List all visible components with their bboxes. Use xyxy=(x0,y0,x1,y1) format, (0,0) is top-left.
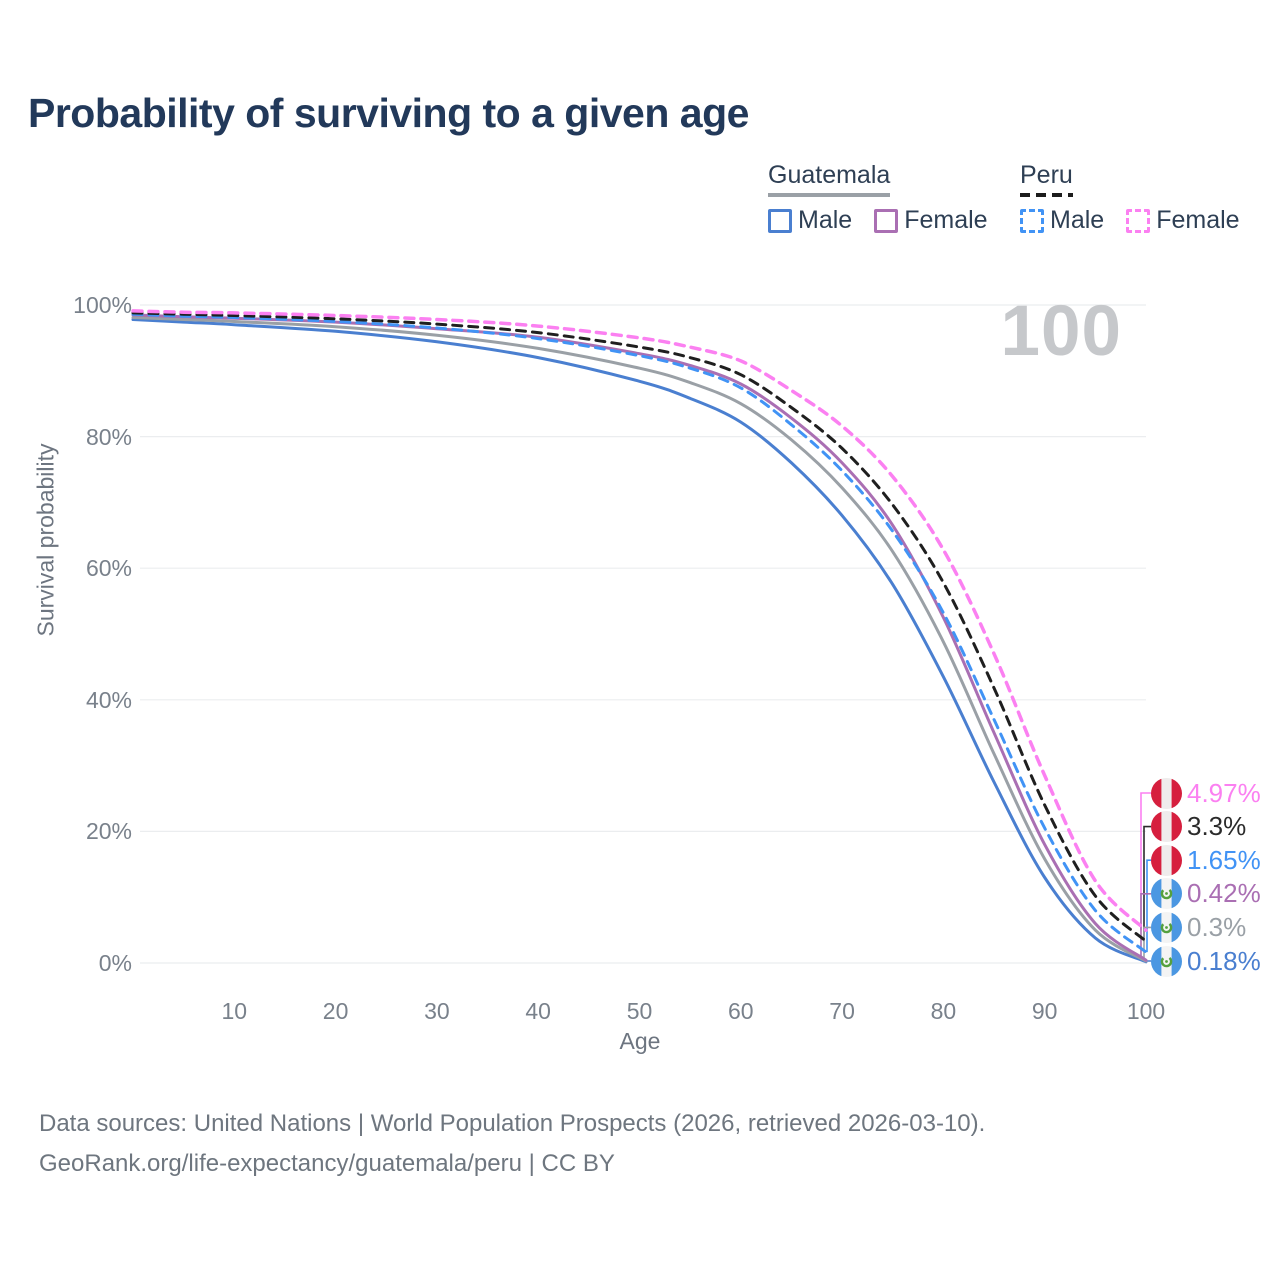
end-label-value: 0.18% xyxy=(1187,945,1261,976)
legend-group-guatemala: Guatemala Male Female xyxy=(768,161,988,235)
curve-peru-all[interactable] xyxy=(131,311,1148,943)
legend-item-label: Female xyxy=(904,206,988,234)
x-tick-label: 100 xyxy=(1126,998,1166,1024)
page-title: Probability of surviving to a given age xyxy=(28,90,749,136)
legend-item-peru-male[interactable]: Male xyxy=(1020,206,1104,235)
leader-line xyxy=(1140,792,1151,931)
age-counter: 100 xyxy=(1000,292,1122,371)
guatemala-flag-icon xyxy=(1151,878,1182,910)
guatemala-male-swatch-icon xyxy=(768,208,792,233)
curve-peru-male[interactable] xyxy=(131,312,1148,954)
legend-country-peru-label: Peru xyxy=(1020,161,1073,189)
x-tick-label: 50 xyxy=(626,998,653,1024)
end-label-value: 0.3% xyxy=(1187,911,1247,942)
curve-guatemala-all[interactable] xyxy=(131,316,1148,963)
x-tick-label: 40 xyxy=(525,998,551,1024)
legend-country-peru[interactable]: Peru xyxy=(1020,161,1073,197)
guatemala-flag-icon xyxy=(1151,945,1182,977)
curve-guatemala-female[interactable] xyxy=(131,313,1148,962)
legend-group-peru: Peru Male Female xyxy=(1020,161,1240,235)
legend-item-guatemala-male[interactable]: Male xyxy=(768,206,852,235)
end-label-peru-all: 3.3% xyxy=(1151,811,1246,843)
y-tick-label: 20% xyxy=(85,818,132,845)
curve-guatemala-male[interactable] xyxy=(131,318,1148,964)
leader-line xyxy=(1143,825,1151,942)
end-label-peru-female: 4.97% xyxy=(1151,777,1261,809)
end-label-value: 1.65% xyxy=(1187,844,1261,875)
attribution-text: GeoRank.org/life-expectancy/guatemala/pe… xyxy=(39,1150,615,1177)
legend-item-label: Male xyxy=(1050,206,1105,234)
x-tick-label: 30 xyxy=(424,998,450,1024)
end-label-guatemala-all: 0.3% xyxy=(1151,911,1246,943)
x-tick-label: 70 xyxy=(829,998,855,1024)
y-tick-label: 80% xyxy=(85,423,132,450)
guatemala-series-swatch xyxy=(768,193,890,197)
peru-female-swatch-icon xyxy=(1126,208,1151,233)
guatemala-female-swatch-icon xyxy=(874,208,899,233)
y-axis-title: Survival probability xyxy=(32,443,59,637)
peru-flag-icon xyxy=(1151,777,1182,809)
end-label-guatemala-male: 0.18% xyxy=(1151,945,1261,977)
end-label-value: 3.3% xyxy=(1187,811,1247,842)
y-tick-label: 40% xyxy=(85,686,132,713)
y-tick-label: 100% xyxy=(73,292,132,318)
end-label-value: 0.42% xyxy=(1187,878,1261,909)
x-tick-label: 90 xyxy=(1031,998,1058,1024)
data-sources-text: Data sources: United Nations | World Pop… xyxy=(39,1110,986,1137)
peru-series-swatch xyxy=(1020,193,1073,197)
end-label-peru-male: 1.65% xyxy=(1151,844,1261,876)
peru-flag-icon xyxy=(1151,844,1182,876)
x-tick-label: 80 xyxy=(930,998,957,1024)
legend-country-guatemala-label: Guatemala xyxy=(768,161,891,189)
end-label-guatemala-female: 0.42% xyxy=(1151,878,1261,910)
leader-line xyxy=(1146,859,1151,953)
guatemala-flag-icon xyxy=(1151,911,1182,943)
legend-item-label: Female xyxy=(1156,206,1240,234)
peru-male-swatch-icon xyxy=(1020,208,1044,233)
x-tick-label: 10 xyxy=(221,998,248,1024)
x-axis-title: Age xyxy=(619,1028,661,1054)
curve-peru-female[interactable] xyxy=(131,309,1148,933)
y-tick-label: 0% xyxy=(98,950,132,976)
peru-flag-icon xyxy=(1151,811,1182,843)
legend-country-guatemala[interactable]: Guatemala xyxy=(768,161,890,197)
x-tick-label: 20 xyxy=(322,998,349,1024)
legend-item-peru-female[interactable]: Female xyxy=(1126,206,1240,235)
legend-item-label: Male xyxy=(798,206,853,234)
end-label-value: 4.97% xyxy=(1187,777,1261,808)
x-tick-label: 60 xyxy=(728,998,754,1024)
legend-item-guatemala-female[interactable]: Female xyxy=(874,206,988,235)
y-tick-label: 60% xyxy=(85,555,132,582)
